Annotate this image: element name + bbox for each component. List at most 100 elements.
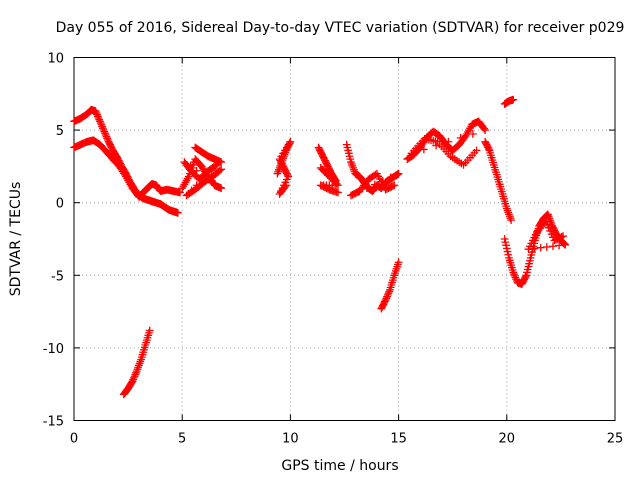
data-point-fill [325,165,334,174]
data-point [187,166,195,175]
plot-frame [73,57,616,421]
data-point-fill [350,190,358,198]
data-point-fill [386,173,395,182]
data-point-fill [559,239,568,248]
series-arc-7 [342,140,403,200]
data-point [316,164,325,172]
data-point-fill [557,232,566,241]
data-point-fill [501,238,510,246]
data-point [275,155,284,163]
data-point [394,169,403,178]
data-point-fill [383,185,391,193]
data-point [481,137,490,146]
data-point-fill [525,259,534,268]
data-point-fill [528,236,537,245]
data-point-fill [276,156,285,165]
series-arc-1-lower [70,136,184,201]
data-point-fill [189,169,198,178]
data-point-fill [480,124,488,133]
data-point-fill [351,189,360,198]
data-point-fill [127,378,136,387]
series-arc-8 [377,258,403,313]
data-point-fill [379,300,388,309]
data-point [472,146,481,155]
series-arc-11 [500,95,518,108]
y-tick-label: 5 [56,124,64,139]
data-point-fill [319,182,328,191]
data-point-fill [544,224,553,232]
data-point [323,161,332,169]
data-point-fill [530,233,539,242]
x-tick-label: 20 [499,432,516,447]
data-point-fill [107,143,116,152]
data-point [314,143,323,152]
y-tick-labels: -15 -10 -5 0 5 10 [43,52,64,430]
data-point-fill [521,272,530,281]
data-points [70,95,570,399]
data-point [559,232,567,240]
data-point-fill [546,227,554,235]
data-point [524,245,533,254]
y-axis-label: SDTVAR / TECUs [8,182,24,297]
data-point-fill [520,275,528,284]
series-arc-6 [314,143,342,197]
x-tick-label: 15 [390,432,407,447]
data-point-fill [215,166,224,175]
data-point-fill [318,182,326,190]
data-point-fill [469,130,477,138]
data-point-fill [281,182,289,191]
data-point-fill [432,141,440,150]
data-point-fill [282,168,290,177]
data-point-fill [106,142,115,150]
data-point-fill [378,301,387,310]
data-point [282,181,290,190]
data-point-fill [378,303,386,312]
data-point-fill [456,133,465,142]
series-arc-2 [119,326,154,399]
data-point-fill [388,182,397,190]
data-point-fill [518,278,527,287]
data-point [507,216,515,224]
x-tick-label: 5 [178,432,186,447]
data-point-fill [322,169,331,178]
data-point [319,152,327,161]
data-point [541,217,550,226]
data-point-fill [363,184,371,193]
data-point-fill [381,297,389,306]
data-point [526,254,535,262]
data-point [509,95,518,104]
data-point-fill [321,156,329,165]
data-point-fill [384,184,393,193]
data-point-fill [345,152,354,161]
data-point-fill [484,143,492,152]
data-point-fill [554,234,563,243]
data-point-fill [553,235,562,243]
data-point-fill [527,239,536,248]
data-point [481,126,490,134]
data-point-fill [352,188,361,197]
y-tick-label: 10 [47,52,64,67]
data-point [561,240,570,249]
data-point-fill [502,241,510,250]
data-point [104,137,113,146]
data-point-fill [318,150,326,159]
data-point [334,188,342,197]
data-point [176,188,184,197]
data-point-fill [523,268,531,277]
data-point-fill [530,244,539,253]
data-point-fill [105,139,114,148]
data-point-fill [280,165,289,174]
data-point-fill [319,166,328,175]
data-point-fill [321,168,329,177]
data-point-fill [329,177,338,185]
data-point [381,185,390,194]
data-point-fill [277,158,285,166]
series-arc-9 [403,117,490,169]
data-point-fill [321,183,329,192]
data-point [280,164,288,172]
axis-ticks [73,57,616,421]
data-point-fill [322,159,331,168]
y-tick-label: -10 [43,342,64,357]
data-point-fill [283,171,292,179]
